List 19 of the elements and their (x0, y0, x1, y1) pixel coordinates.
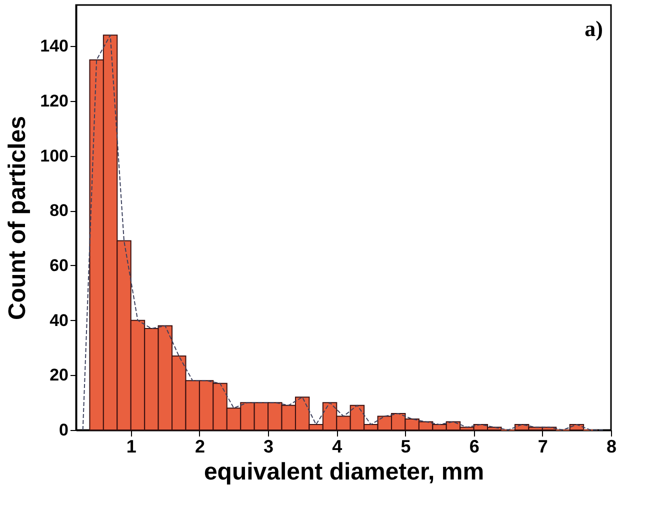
y-tick-label: 60 (50, 256, 68, 275)
x-tick-label: 1 (126, 436, 136, 456)
y-tick-label: 100 (40, 146, 68, 166)
x-tick-label: 3 (264, 436, 274, 456)
y-tick-label: 20 (50, 366, 68, 385)
y-axis-title: Count of particles (4, 116, 32, 320)
x-tick-label: 2 (194, 436, 205, 456)
y-tick-label: 120 (40, 91, 68, 110)
x-tick-label: 6 (469, 436, 480, 456)
annotation: a) (584, 16, 603, 41)
x-tick-label: 8 (606, 436, 617, 456)
x-tick-label: 4 (332, 436, 342, 456)
x-axis-title: equivalent diameter, mm (204, 458, 484, 486)
y-tick-label: 0 (59, 420, 68, 440)
x-tick-label: 7 (538, 436, 548, 456)
x-tick-label: 5 (400, 436, 411, 456)
y-tick-label: 40 (50, 310, 68, 330)
y-tick-label: 80 (50, 201, 68, 220)
y-tick-label: 140 (40, 36, 68, 56)
